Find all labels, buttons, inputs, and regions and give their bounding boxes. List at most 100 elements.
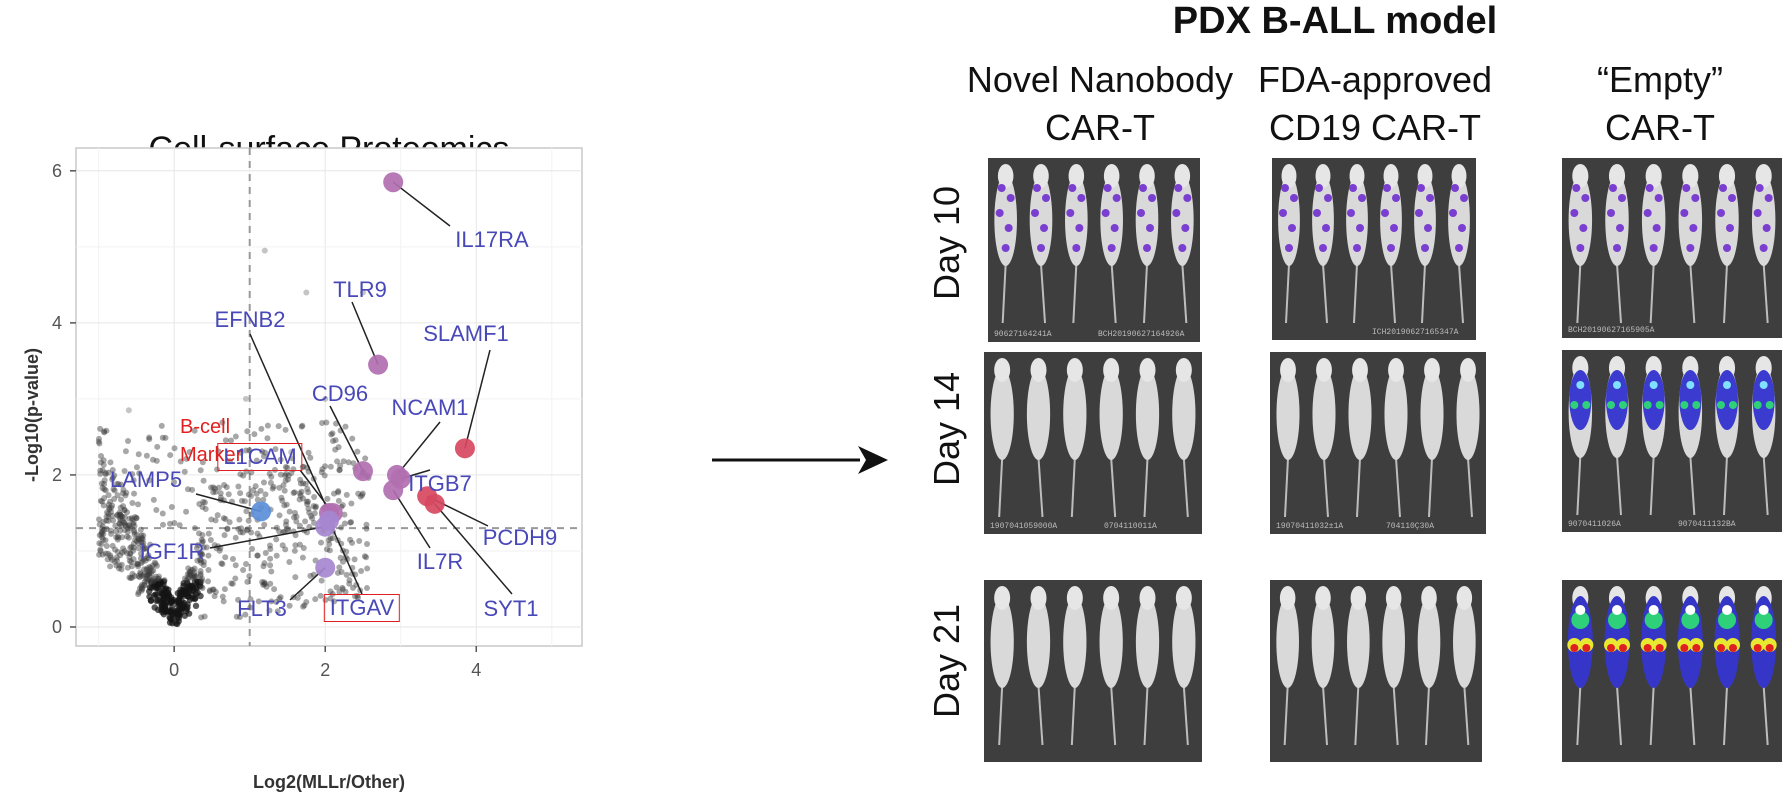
row-label-day10: Day 10 <box>926 185 967 300</box>
background-point <box>311 493 318 500</box>
background-point <box>133 537 140 544</box>
background-point <box>144 575 151 582</box>
background-point <box>284 464 291 471</box>
background-point <box>135 545 142 552</box>
leader-line <box>328 520 363 595</box>
background-point <box>200 558 207 565</box>
background-point <box>212 517 219 524</box>
background-point <box>232 575 239 582</box>
background-point <box>200 544 207 551</box>
background-point <box>267 562 274 569</box>
background-point <box>140 532 147 539</box>
background-point <box>147 570 154 577</box>
background-point <box>294 594 301 601</box>
background-point <box>161 592 168 599</box>
background-point <box>143 572 150 579</box>
background-point <box>186 448 193 455</box>
background-point <box>107 552 114 559</box>
mouse-silhouette <box>1278 164 1300 324</box>
background-point <box>237 490 244 497</box>
background-point <box>105 492 112 499</box>
background-point <box>191 427 198 434</box>
background-point <box>102 471 109 478</box>
highlighted-points <box>251 172 475 578</box>
y-axis-label: -Log10(p-value) <box>22 347 42 482</box>
background-point <box>238 497 245 504</box>
gene-point <box>383 172 404 193</box>
background-point <box>153 506 160 513</box>
y-tick-label: 2 <box>52 465 62 485</box>
background-point <box>286 602 293 609</box>
background-point <box>260 479 267 486</box>
background-point <box>139 558 146 565</box>
background-point <box>244 428 251 435</box>
background-point <box>96 516 103 523</box>
background-point <box>363 554 370 561</box>
background-point <box>254 496 261 503</box>
background-point <box>277 471 284 478</box>
background-point <box>305 449 312 456</box>
background-point <box>119 490 126 497</box>
background-point <box>364 540 371 547</box>
column-header-line2: CAR-T <box>1045 107 1155 148</box>
background-point <box>101 481 108 488</box>
column-header-fda: FDA-approved CD19 CAR-T <box>1235 56 1515 152</box>
mouse-silhouette <box>1029 164 1053 324</box>
background-point <box>124 509 131 516</box>
background-point <box>232 433 239 440</box>
background-point <box>169 597 176 605</box>
image-d21-nanobody <box>984 580 1202 762</box>
background-point <box>327 463 334 470</box>
background-point <box>119 549 126 556</box>
background-point <box>283 470 290 477</box>
background-point <box>199 539 206 546</box>
background-point <box>160 585 167 592</box>
background-point <box>192 602 200 610</box>
background-point <box>248 529 255 536</box>
background-point <box>195 542 202 549</box>
gene-label: ITGAV <box>323 594 401 622</box>
background-point <box>220 598 227 605</box>
mice-image <box>1568 164 1776 324</box>
image-id-caption: 1907041059000A <box>990 522 1058 531</box>
background-point <box>100 526 107 533</box>
background-point <box>109 474 116 481</box>
background-point <box>103 427 110 434</box>
mouse-silhouette <box>1605 164 1629 324</box>
background-point <box>304 485 311 492</box>
background-point <box>134 560 141 567</box>
background-point <box>129 500 136 507</box>
background-point <box>327 535 334 542</box>
background-point <box>268 568 275 575</box>
background-point <box>146 564 153 571</box>
background-point <box>244 578 251 585</box>
background-point <box>121 506 128 513</box>
gene-point <box>368 354 389 375</box>
background-point <box>130 547 137 554</box>
mouse-silhouette <box>1605 356 1629 516</box>
background-point <box>117 504 124 511</box>
mouse-silhouette <box>1456 358 1480 518</box>
background-point <box>95 438 102 445</box>
background-point <box>235 596 242 603</box>
background-point <box>137 555 144 562</box>
background-point <box>299 422 306 429</box>
background-point <box>124 549 131 556</box>
mice-image <box>1278 164 1470 324</box>
background-point <box>235 525 242 532</box>
mouse-silhouette <box>1715 356 1739 516</box>
background-point <box>95 435 102 442</box>
background-point <box>153 457 160 464</box>
background-point <box>105 517 112 524</box>
background-point <box>131 572 138 579</box>
background-point <box>116 509 123 516</box>
background-point <box>136 470 143 477</box>
background-point <box>327 588 334 595</box>
background-point <box>339 558 346 565</box>
background-point <box>146 436 153 443</box>
x-tick-label: 0 <box>169 660 179 680</box>
background-point <box>103 542 110 549</box>
background-point <box>107 527 114 534</box>
background-point <box>218 560 225 567</box>
mouse-silhouette <box>1171 164 1194 324</box>
